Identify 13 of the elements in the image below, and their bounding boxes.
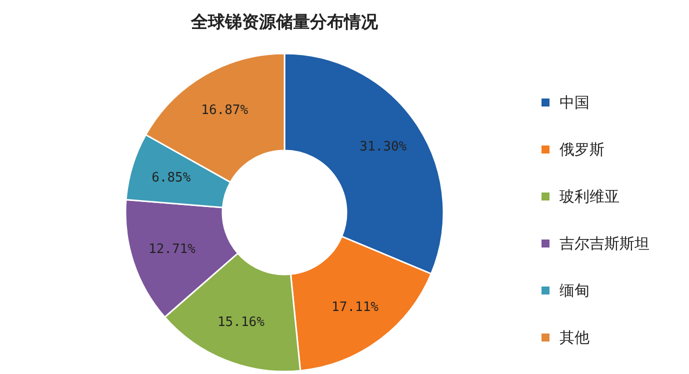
legend-label: 中国 [560,94,590,112]
legend-label: 吉尔吉斯斯坦 [560,234,650,252]
data-label: 15.16% [217,315,265,330]
data-label: 17.11% [332,300,379,316]
legend-label: 玻利维亚 [560,188,620,206]
data-label: 31.30% [360,139,407,154]
legend-label: 缅甸 [560,282,590,300]
legend-label: 俄罗斯 [560,140,604,158]
chart-title: 全球锑资源储量分布情况 [190,12,379,32]
data-label: 16.87% [201,102,248,118]
legend-label: 其他 [560,328,590,346]
data-label: 6.85% [152,170,191,186]
data-label: 12.71% [148,242,196,258]
